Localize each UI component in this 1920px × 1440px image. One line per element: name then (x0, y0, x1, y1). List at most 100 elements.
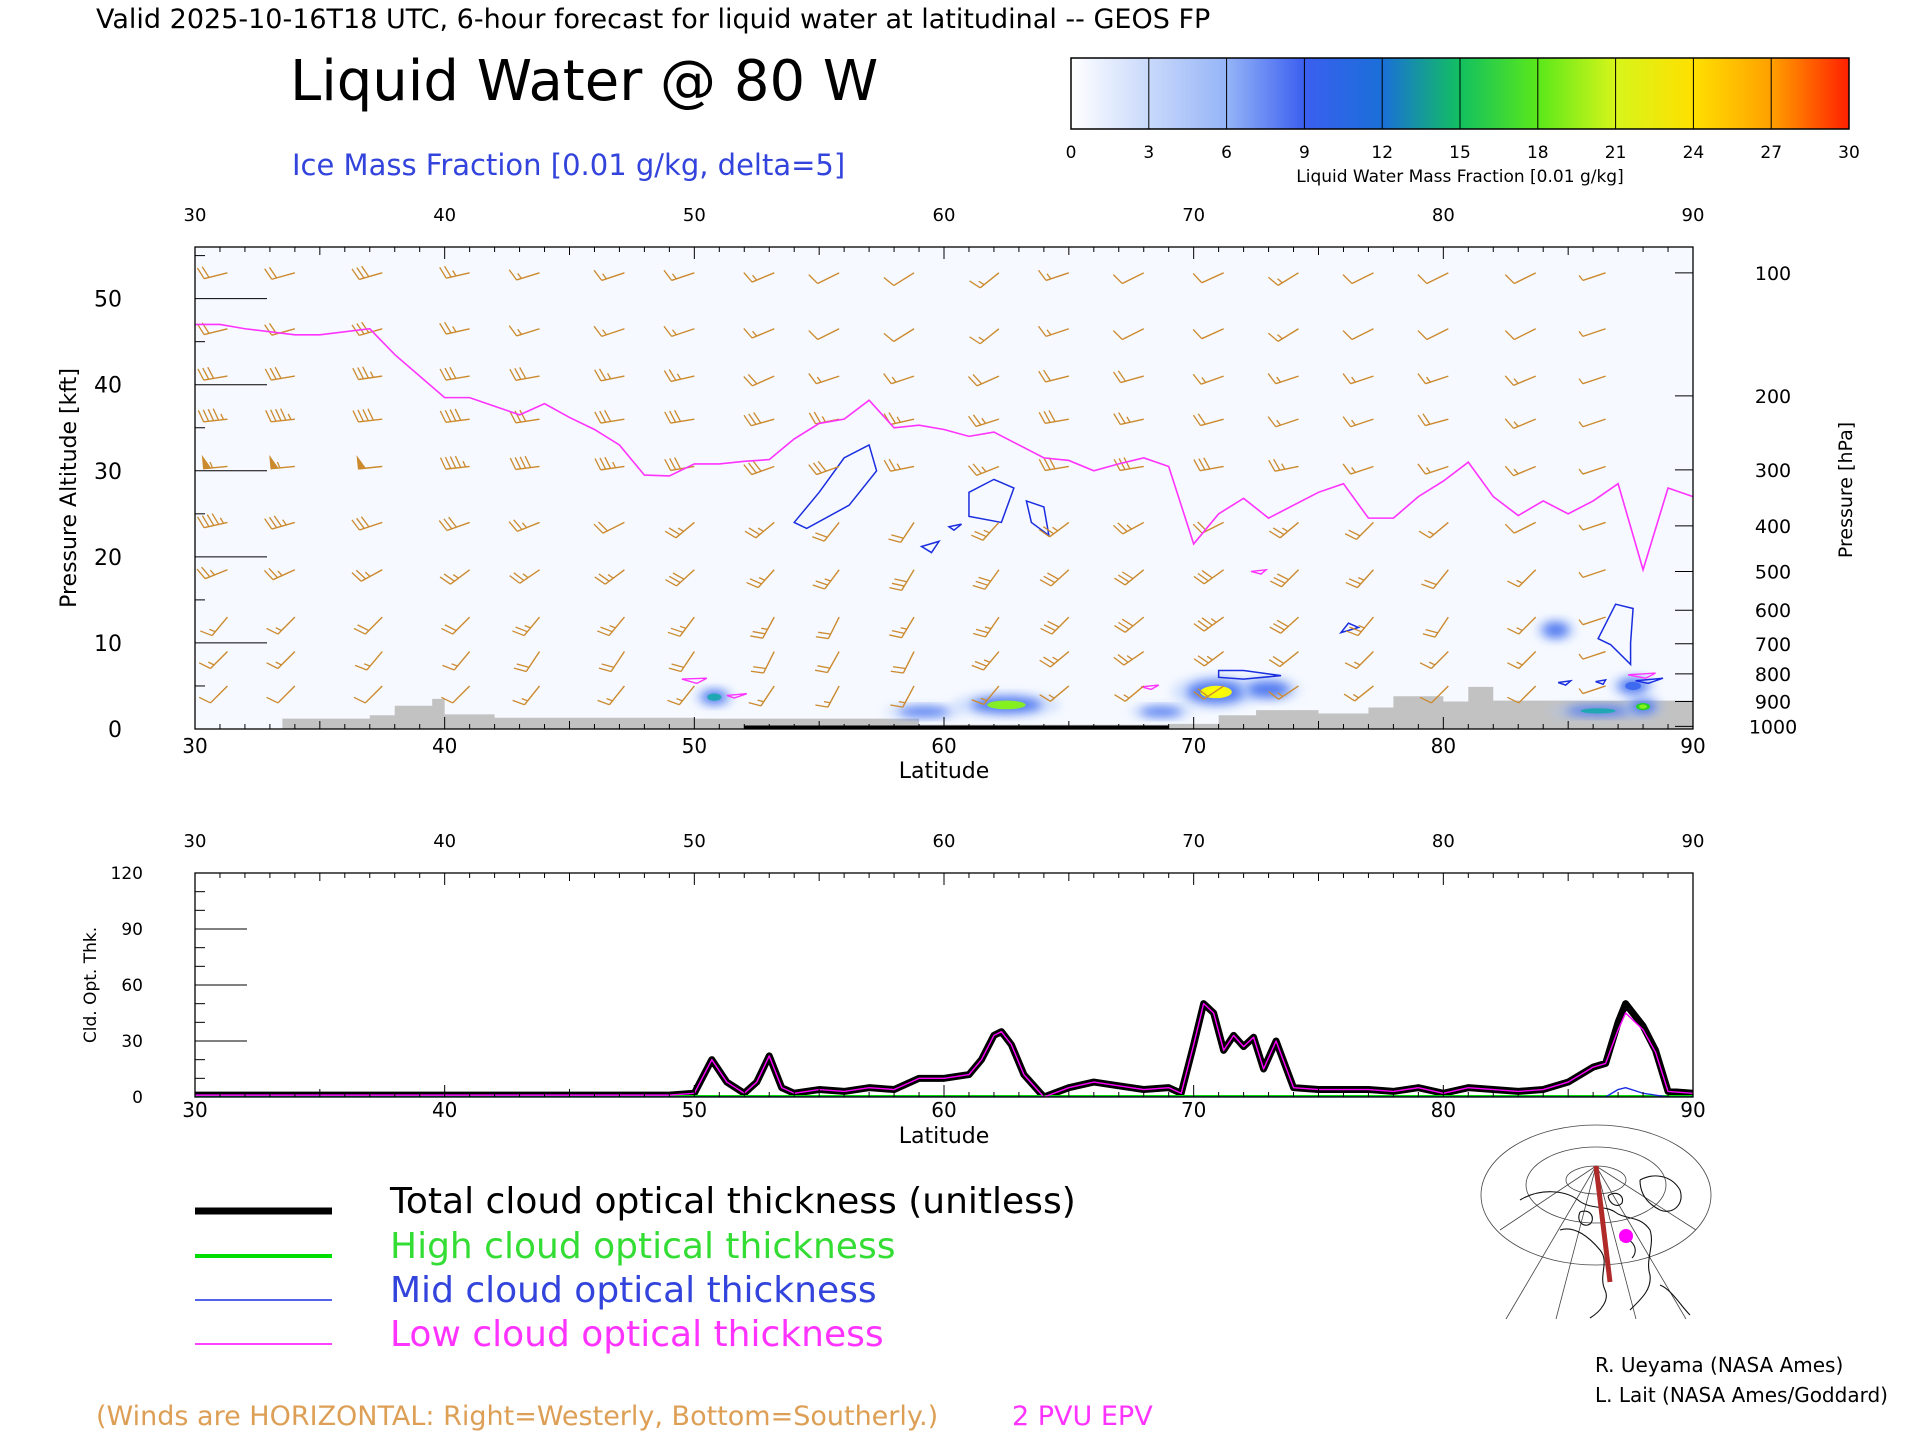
wind-barb (972, 569, 1000, 590)
bottom-x-tick-label: 90 (1680, 1098, 1705, 1122)
optical-thickness-axes: 30 30 40 40 50 50 60 60 70 70 80 80 90 90 0 30 60 90 120 (111, 831, 1706, 1122)
wind-barb (808, 460, 840, 476)
wind-barb (593, 269, 625, 282)
bottom-y-tick-label: 90 (121, 920, 143, 940)
wind-barb (1578, 272, 1606, 282)
top-x-tick-label: 50 (682, 734, 707, 758)
wind-barb (971, 651, 1000, 671)
ice-contour (1597, 603, 1634, 667)
colorbar: 0 3 6 9 12 15 18 21 24 27 30 Liquid Water Mass Fra… (1066, 57, 1860, 187)
wind-barb (973, 616, 1000, 638)
wind-barb (1039, 650, 1070, 668)
wind-barb (743, 374, 775, 387)
wind-barb (1504, 272, 1537, 285)
bottom-x-tick-label-upper: 40 (433, 831, 456, 852)
wind-barb (266, 685, 296, 704)
map-coastlines (1519, 1175, 1691, 1319)
liquid-water-patch (951, 693, 1062, 717)
pressure-tick-label: 700 (1755, 634, 1791, 656)
cross-section-axes: 3030404050506060707080809090010203040501… (94, 205, 1797, 758)
legend-label-high: High cloud optical thickness (390, 1226, 895, 1267)
top-x-tick-label: 60 (931, 734, 956, 758)
wind-barb (750, 651, 775, 674)
wind-barb (883, 458, 915, 472)
ice-contour (1025, 499, 1050, 538)
bottom-x-tick-label: 50 (682, 1098, 707, 1122)
optical-thickness-background (195, 873, 1693, 1097)
wind-barb (889, 569, 915, 591)
ice-contour (919, 540, 941, 554)
wind-barb (1578, 521, 1606, 531)
wind-barb (1037, 325, 1070, 338)
main-title: Liquid Water @ 80 W (290, 49, 878, 114)
wind-barb (883, 272, 915, 287)
wind-barb (1039, 685, 1070, 702)
bottom-x-tick-label-upper: 60 (933, 831, 956, 852)
wind-barb (1040, 616, 1070, 635)
wind-barb (812, 521, 840, 542)
wind-barb (356, 455, 383, 470)
wind-barb (1192, 272, 1224, 284)
wind-barb (890, 651, 915, 674)
wind-barb (743, 328, 775, 339)
wind-barb (439, 569, 471, 585)
wind-barb (750, 616, 775, 639)
map-location-dot (1619, 1229, 1633, 1243)
wind-barb (746, 569, 775, 589)
pv-contour (681, 677, 708, 685)
colorbar-tick-label: 0 (1066, 143, 1077, 163)
ice-contour (1557, 679, 1574, 686)
wind-barb (967, 374, 1000, 387)
pv-contour (1627, 672, 1656, 679)
wind-barb (264, 267, 296, 280)
wind-barb (1578, 685, 1606, 695)
wind-barb (1417, 373, 1449, 385)
wind-barb (513, 651, 541, 673)
colorbar-tick-label: 3 (1143, 143, 1154, 163)
wind-barb (1268, 458, 1299, 472)
liquid-water-patch (884, 704, 964, 719)
liquid-water-patch (1128, 704, 1194, 719)
wind-barb (668, 651, 695, 673)
wind-barb (1345, 569, 1374, 589)
pressure-tick-label: 500 (1755, 561, 1791, 583)
pressure-tick-label: 1000 (1749, 716, 1797, 738)
wind-barb (594, 368, 625, 382)
wind-barb (1192, 413, 1224, 427)
wind-barb (1193, 457, 1224, 472)
wind-barb (1419, 685, 1449, 704)
wind-barb (1578, 569, 1606, 579)
wind-barb (352, 366, 383, 381)
credit-ueyama: R. Ueyama (NASA Ames) (1595, 1353, 1843, 1377)
wind-barb (439, 455, 470, 470)
pv-contour (1141, 684, 1160, 691)
colorbar-tick-label: 15 (1449, 143, 1471, 163)
legend-label-low: Low cloud optical thickness (390, 1314, 884, 1355)
wind-barb (889, 616, 915, 639)
wind-barb (1418, 521, 1449, 539)
wind-barb (351, 265, 383, 281)
wind-barb (1038, 457, 1069, 472)
wind-barb (1113, 412, 1144, 426)
liquid-water-patch (1236, 677, 1302, 702)
wind-barb (1269, 569, 1300, 588)
wind-barb (1268, 521, 1299, 539)
wind-barb (512, 685, 541, 706)
wind-barb (1037, 269, 1070, 282)
legend: Total cloud optical thickness (unitless)… (195, 1181, 1076, 1355)
wind-barb (351, 516, 383, 531)
wind-barb (1038, 410, 1069, 425)
wind-barb (438, 516, 470, 532)
terrain-area (282, 686, 1693, 729)
wind-barb (1421, 569, 1449, 590)
pv-contour (1250, 568, 1269, 575)
wind-barb (971, 521, 1000, 541)
wind-barb (1192, 373, 1224, 385)
pv-2pvu-line (195, 323, 1693, 573)
liquid-water-patch (1623, 696, 1664, 717)
wind-barb (200, 616, 228, 637)
wind-barb (1417, 272, 1449, 285)
wind-barb (265, 408, 295, 423)
wind-barb (967, 463, 1000, 477)
wind-barb (1192, 328, 1224, 340)
